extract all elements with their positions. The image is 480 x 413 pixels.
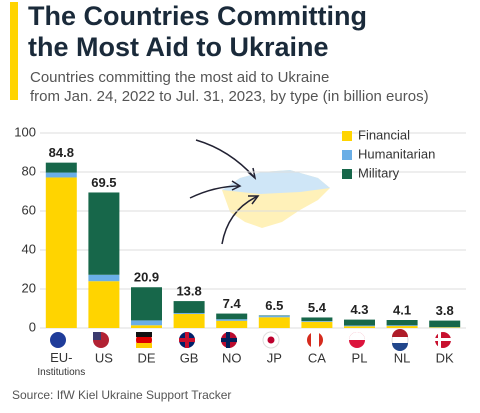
- y-tick-label: 20: [22, 280, 36, 295]
- y-tick-label: 100: [14, 124, 36, 139]
- y-tick-label: 40: [22, 241, 36, 256]
- ukraine-map: [222, 170, 330, 228]
- total-label: 7.4: [223, 296, 242, 311]
- x-tick-label: DK: [436, 350, 454, 365]
- x-tick-label: EU- Institutions: [37, 350, 85, 377]
- bar-segment: [131, 325, 162, 328]
- bar-segment: [131, 320, 162, 326]
- total-label: 6.5: [265, 298, 283, 313]
- bar-segment: [45, 162, 77, 173]
- total-label: 20.9: [134, 270, 159, 285]
- y-tick-label: 80: [22, 163, 36, 178]
- bar-segment: [301, 317, 333, 321]
- total-label: 4.1: [393, 302, 411, 317]
- x-tick-label: JP: [267, 350, 282, 365]
- x-tick-label: NO: [222, 350, 242, 365]
- legend-swatch: [342, 169, 352, 179]
- x-tick-label: NL: [394, 350, 411, 365]
- bar-segment: [216, 320, 248, 328]
- bar-segment: [301, 321, 333, 328]
- chart-title: the Most Aid to Ukraine: [28, 32, 329, 62]
- y-tick-label: 0: [29, 319, 36, 334]
- bar-segment: [386, 320, 418, 326]
- legend-label: Financial: [358, 127, 410, 142]
- bar-segment: [88, 192, 120, 275]
- x-tick-label-line: EU-: [50, 350, 72, 365]
- x-tick-label: GB: [180, 350, 199, 365]
- chart-title: The Countries Committing: [28, 1, 367, 31]
- bar-segment: [258, 315, 290, 318]
- legend-label: Military: [358, 165, 400, 180]
- x-tick-label: US: [95, 350, 113, 365]
- bar-segment: [344, 326, 375, 328]
- legend-swatch: [342, 131, 352, 141]
- bar-segment: [344, 325, 375, 327]
- x-tick-label: CA: [308, 350, 326, 365]
- bar-segment: [301, 320, 333, 322]
- bar-segment: [216, 313, 248, 320]
- legend-swatch: [342, 150, 352, 160]
- legend-label: Humanitarian: [358, 146, 435, 161]
- source: Source: IfW Kiel Ukraine Support Tracker: [12, 388, 231, 402]
- x-tick-label: DE: [137, 350, 155, 365]
- x-tick-label-line: Institutions: [37, 367, 85, 378]
- bar-segment: [173, 312, 205, 314]
- bar-segment: [173, 313, 205, 328]
- bar-segment: [429, 320, 461, 328]
- total-label: 84.8: [49, 145, 74, 160]
- subtitle: Countries committing the most aid to Ukr…: [30, 69, 329, 86]
- bar-segment: [386, 326, 418, 328]
- bar-segment: [45, 172, 77, 178]
- bar-segment: [344, 319, 375, 326]
- x-tick-label: PL: [352, 350, 368, 365]
- subtitle: from Jan. 24, 2022 to Jul. 31, 2023, by …: [30, 88, 429, 105]
- total-label: 3.8: [436, 303, 454, 318]
- total-label: 4.3: [350, 302, 368, 317]
- flags: [50, 329, 451, 351]
- bar-segment: [386, 325, 418, 327]
- bar-segment: [429, 327, 461, 328]
- total-label: 13.8: [176, 284, 201, 299]
- total-label: 5.4: [308, 300, 327, 315]
- bar-segment: [88, 274, 120, 282]
- bar-segment: [45, 177, 77, 328]
- accent-bar: [10, 2, 18, 100]
- bar-segment: [258, 317, 290, 328]
- bar-segment: [88, 281, 120, 328]
- bar-segment: [216, 319, 248, 321]
- y-tick-label: 60: [22, 202, 36, 217]
- bar-segment: [131, 287, 162, 321]
- arrows: [189, 139, 260, 245]
- total-label: 69.5: [91, 175, 116, 190]
- bar-segment: [173, 301, 205, 313]
